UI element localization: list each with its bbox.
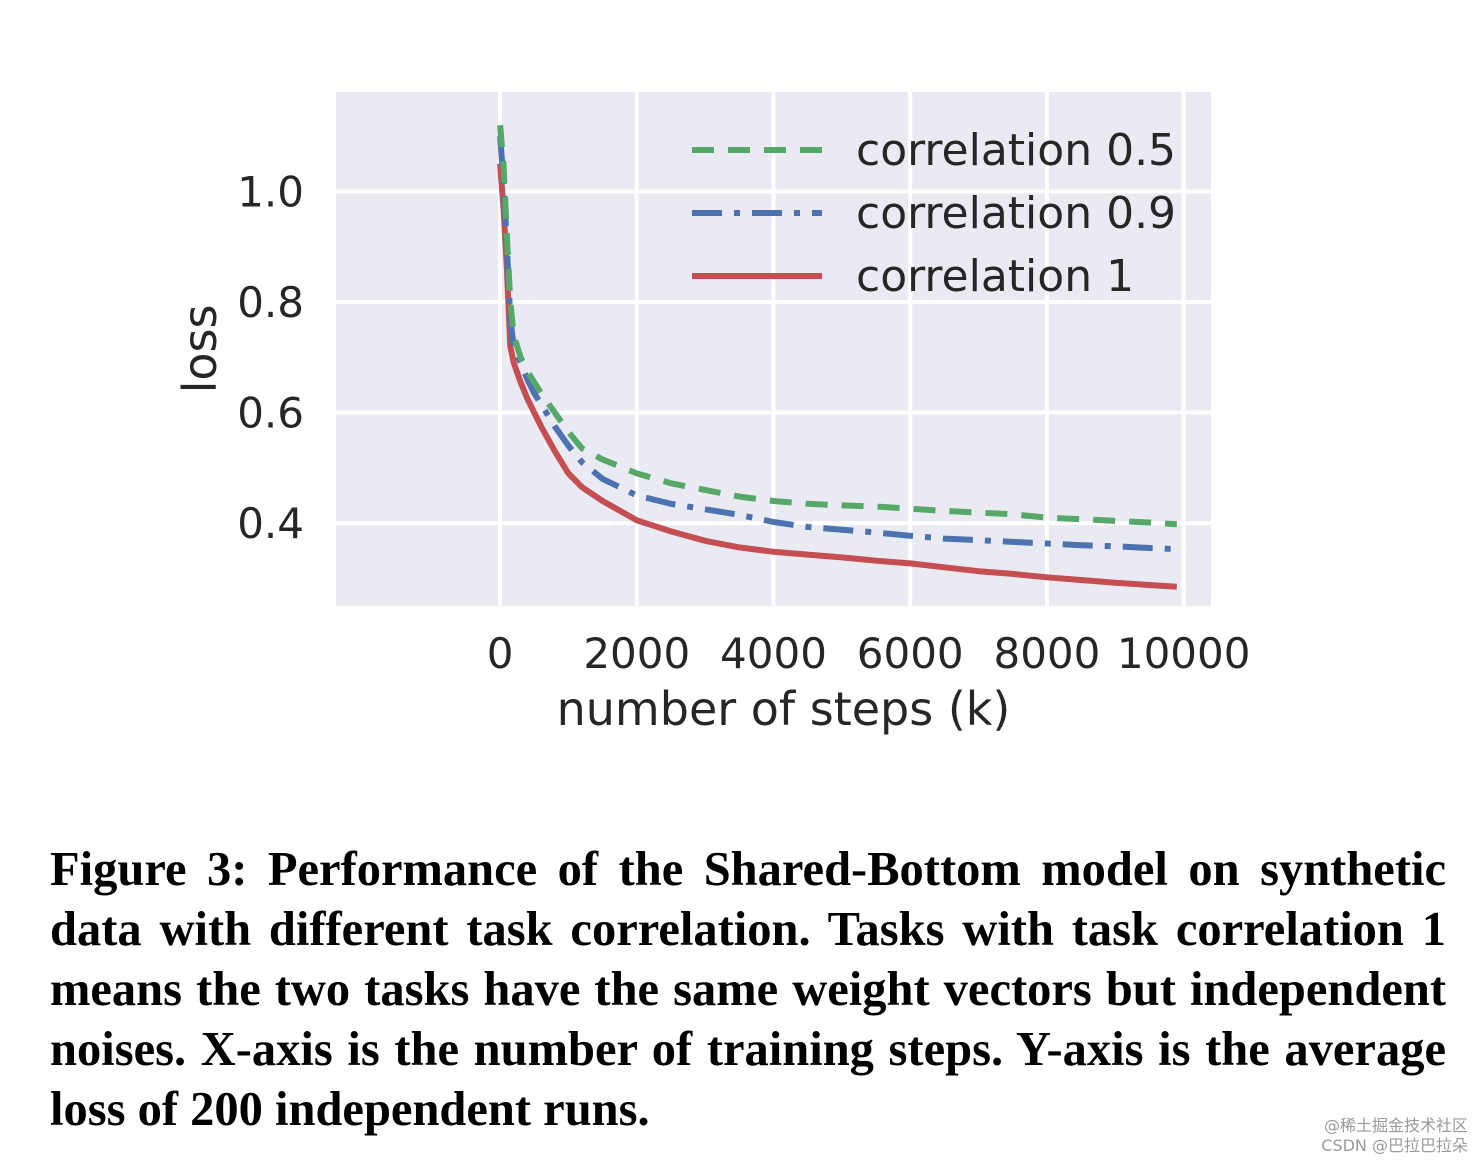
watermark: @稀土掘金技术社区 CSDN @巴拉巴拉朵 bbox=[1278, 1116, 1468, 1156]
series-line bbox=[497, 124, 1177, 528]
x-tick-label: 4000 bbox=[720, 629, 827, 678]
watermark-line-2: CSDN @巴拉巴拉朵 bbox=[1321, 1136, 1468, 1155]
y-axis-title: loss bbox=[173, 305, 227, 394]
series-layer bbox=[497, 124, 1177, 590]
series-line bbox=[497, 163, 1177, 590]
tick-labels: 0 2000 4000 6000 8000 10000 0.4 0.6 0.8 1.0 bbox=[237, 167, 1250, 678]
x-tick-label: 0 bbox=[487, 629, 514, 678]
y-tick-label: 1.0 bbox=[237, 167, 304, 216]
y-tick-label: 0.4 bbox=[237, 499, 304, 548]
y-tick-label: 0.6 bbox=[237, 389, 304, 438]
x-tick-label: 2000 bbox=[583, 629, 690, 678]
x-tick-label: 6000 bbox=[857, 629, 964, 678]
legend-label: correlation 0.9 bbox=[856, 188, 1176, 239]
loss-chart: 0 2000 4000 6000 8000 10000 0.4 0.6 0.8 1.0 numbe… bbox=[173, 92, 1250, 736]
legend-label: correlation 0.5 bbox=[856, 125, 1176, 176]
figure-caption: Figure 3: Performance of the Shared-Bott… bbox=[50, 843, 1446, 1136]
watermark-line-1: @稀土掘金技术社区 bbox=[1323, 1116, 1468, 1135]
x-tick-label: 8000 bbox=[993, 629, 1100, 678]
x-axis-title: number of steps (k) bbox=[557, 682, 1011, 736]
legend-label: correlation 1 bbox=[856, 251, 1134, 302]
y-tick-label: 0.8 bbox=[237, 278, 304, 327]
legend: correlation 0.5 correlation 0.9 correlatio… bbox=[692, 125, 1176, 302]
x-tick-label: 10000 bbox=[1117, 629, 1251, 678]
grid-lines bbox=[336, 92, 1211, 606]
